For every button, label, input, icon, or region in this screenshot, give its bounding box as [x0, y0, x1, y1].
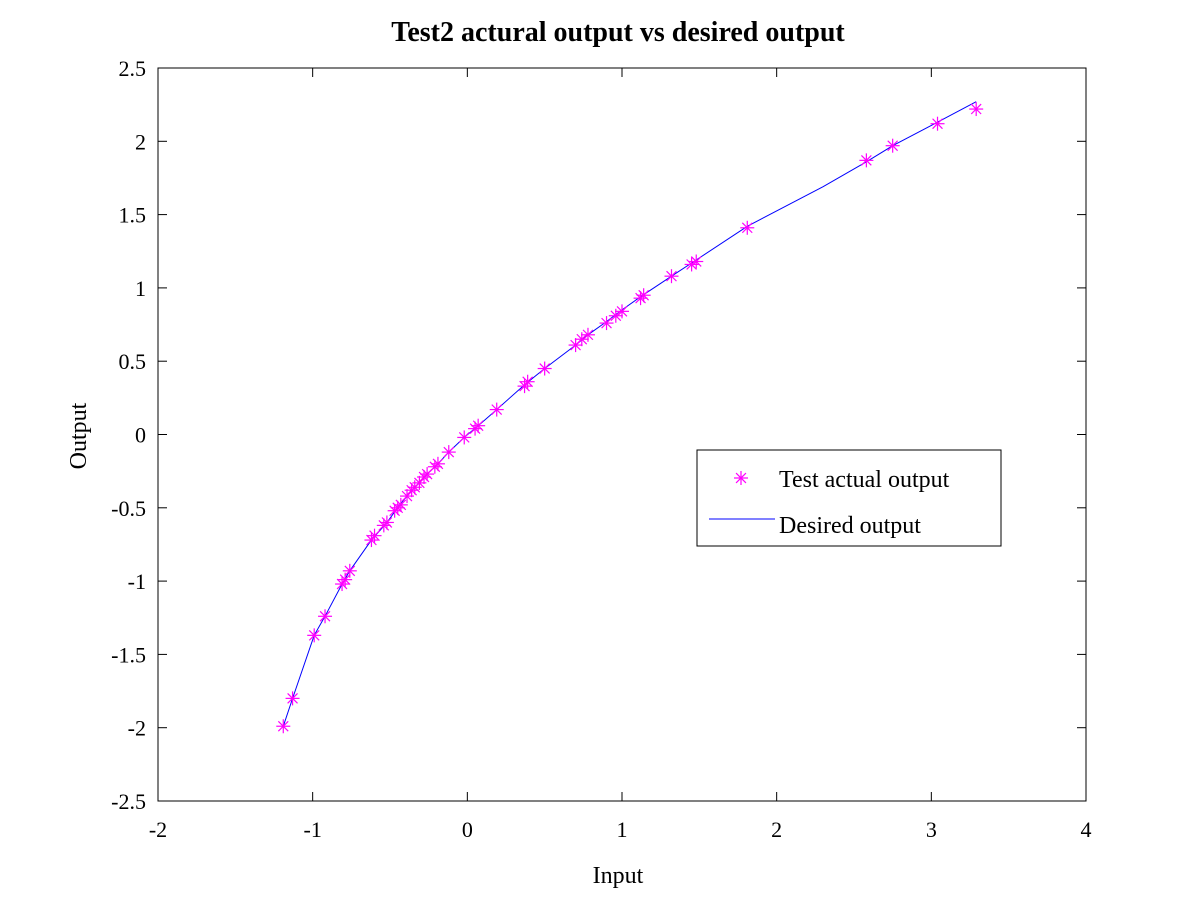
data-point-test-actual-output: [379, 515, 394, 530]
data-point-test-actual-output: [489, 402, 504, 417]
legend-box: [696, 449, 1002, 547]
data-point-test-actual-output: [636, 288, 651, 303]
data-point-test-actual-output: [307, 628, 322, 643]
data-point-test-actual-output: [430, 456, 445, 471]
data-point-test-actual-output: [599, 316, 614, 331]
data-point-test-actual-output: [318, 609, 333, 624]
y-tick-label: -1.5: [111, 642, 146, 667]
chart-title: Test2 actural output vs desired output: [391, 17, 845, 48]
data-point-test-actual-output: [520, 374, 535, 389]
legend-label-desired-output: Desired output: [779, 513, 921, 539]
legend-label-test-actual-output: Test actual output: [779, 467, 950, 493]
y-tick-label: 1.5: [119, 203, 147, 228]
y-tick-label: -2.5: [111, 789, 146, 814]
plot-area: -2 -1 0 1 2 3 42.521.510.50-0.5-1-1.5-2-2.5: [111, 56, 1091, 842]
data-point-test-actual-output: [457, 430, 472, 445]
x-tick-label: 1: [617, 817, 628, 842]
data-point-test-actual-output: [608, 308, 623, 323]
data-point-test-actual-output: [664, 269, 679, 284]
x-axis-label: Input: [593, 863, 644, 889]
y-tick-label: 2: [135, 129, 146, 154]
x-tick-label: 0: [462, 817, 473, 842]
y-tick-label: -0.5: [111, 496, 146, 521]
data-point-test-actual-output: [342, 563, 357, 578]
y-tick-label: -1: [128, 569, 146, 594]
data-point-test-actual-output: [859, 153, 874, 168]
data-point-test-actual-output: [969, 102, 984, 117]
data-point-test-actual-output: [276, 719, 291, 734]
data-point-test-actual-output: [471, 418, 486, 433]
y-tick-label: -2: [128, 716, 146, 741]
data-point-test-actual-output: [689, 254, 704, 269]
y-tick-label: 1: [135, 276, 146, 301]
y-tick-label: 2.5: [119, 56, 147, 81]
data-point-test-actual-output: [420, 467, 435, 482]
y-tick-label: 0.5: [119, 349, 147, 374]
data-point-test-actual-output: [285, 691, 300, 706]
x-tick-label: -2: [149, 817, 167, 842]
data-point-test-actual-output: [885, 138, 900, 153]
data-point-test-actual-output: [537, 361, 552, 376]
y-tick-label: 0: [135, 423, 146, 448]
x-tick-label: 2: [771, 817, 782, 842]
data-point-test-actual-output: [580, 327, 595, 342]
x-tick-label: -1: [304, 817, 322, 842]
y-axis-label: Output: [66, 402, 92, 469]
data-point-test-actual-output: [367, 528, 382, 543]
x-tick-label: 3: [926, 817, 937, 842]
legend-marker-test-actual-output: [734, 471, 748, 485]
legend: Test actual output Desired output: [696, 449, 1002, 547]
data-point-test-actual-output: [393, 497, 408, 512]
data-point-test-actual-output: [615, 304, 629, 319]
data-point-test-actual-output: [441, 445, 456, 460]
data-point-test-actual-output: [740, 220, 755, 235]
data-point-test-actual-output: [930, 116, 945, 131]
x-tick-label: 4: [1081, 817, 1092, 842]
